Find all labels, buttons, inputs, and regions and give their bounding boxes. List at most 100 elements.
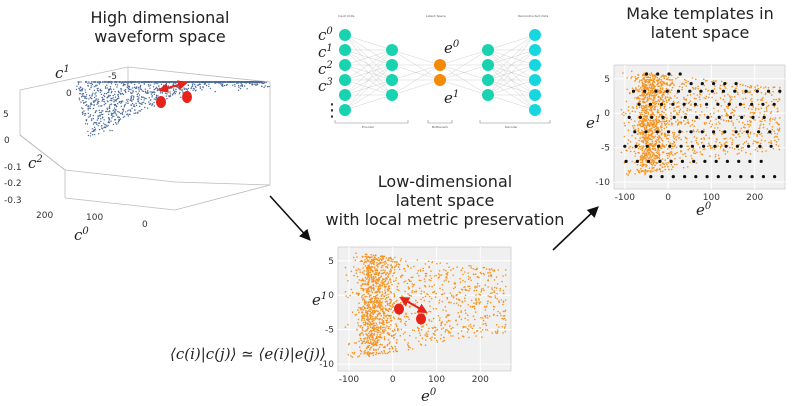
waveform-point — [220, 81, 223, 83]
latent-point — [714, 99, 717, 102]
waveform-point — [199, 86, 201, 88]
latent-point — [368, 306, 370, 309]
latent-point — [377, 352, 380, 355]
latent-point — [392, 305, 395, 308]
latent-point — [368, 344, 371, 347]
waveform-point — [147, 84, 150, 86]
latent-point — [461, 267, 464, 269]
latent-point — [375, 336, 378, 338]
latent-point — [373, 295, 375, 298]
c2-tick-neg0.2: -0.2 — [4, 179, 22, 189]
latent-point — [711, 123, 713, 126]
latent-point — [381, 352, 384, 355]
latent-point — [652, 135, 654, 138]
latent-point — [696, 141, 698, 144]
latent-point — [430, 270, 432, 272]
waveform-point — [103, 126, 105, 129]
latent-point — [371, 320, 374, 323]
latent-point — [732, 122, 734, 124]
latent-point — [357, 294, 360, 297]
waveform-point — [219, 83, 222, 85]
c2-tick-0: 0 — [4, 136, 10, 146]
waveform-point — [137, 100, 139, 102]
latent-point — [640, 131, 643, 134]
waveform-point — [95, 95, 97, 97]
latent-point — [355, 252, 357, 255]
latent-point — [702, 148, 704, 151]
waveform-point — [183, 87, 185, 89]
latent-point — [657, 127, 659, 129]
latent-point — [778, 148, 781, 151]
latent-point — [363, 270, 366, 272]
latent-point — [742, 126, 745, 128]
latent-point — [665, 82, 668, 85]
latent-point — [651, 164, 654, 166]
latent-point — [464, 297, 466, 300]
waveform-point — [192, 87, 195, 90]
latent-point — [776, 121, 778, 124]
latent-point — [440, 324, 442, 327]
latent-point — [360, 287, 362, 290]
waveform-point — [241, 85, 244, 88]
latent-point — [640, 125, 642, 128]
latent-point — [649, 92, 651, 95]
latent-point — [503, 292, 505, 295]
latent-point — [476, 267, 478, 270]
waveform-point — [96, 84, 98, 86]
latent-point — [665, 126, 668, 128]
waveform-point — [89, 114, 92, 116]
latent-point — [387, 290, 389, 292]
latent-point — [369, 306, 372, 309]
waveform-point — [98, 128, 101, 131]
waveform-point — [158, 87, 160, 90]
network-node — [434, 59, 446, 71]
waveform-point — [268, 85, 270, 88]
waveform-point — [93, 129, 95, 131]
latent-point — [695, 111, 697, 113]
latent-point — [742, 98, 744, 100]
latent-point — [422, 296, 424, 299]
latent-point — [382, 264, 384, 267]
latent-point — [435, 307, 438, 310]
latent-point — [484, 309, 487, 311]
latent-point — [475, 302, 477, 304]
latent-point — [367, 327, 370, 330]
latent-point — [693, 152, 695, 154]
latent-point — [677, 122, 680, 125]
latent-point — [753, 89, 756, 92]
latent-point — [456, 266, 459, 268]
latent-point — [364, 330, 367, 333]
latent-point — [465, 326, 467, 328]
latent-point — [379, 258, 382, 261]
waveform-point — [91, 134, 94, 136]
latent-point — [431, 336, 433, 339]
latent-point — [663, 91, 665, 94]
latent-point — [664, 103, 666, 105]
latent-point — [644, 149, 646, 151]
latent-point — [674, 163, 676, 166]
waveform-point — [138, 82, 140, 85]
latent-point — [345, 295, 348, 297]
latent-point — [640, 161, 642, 164]
waveform-point — [139, 88, 142, 90]
latent-point — [476, 285, 479, 287]
waveform-point — [159, 92, 162, 94]
latent-point — [761, 150, 764, 153]
latent-point — [443, 292, 446, 295]
latent-point — [480, 288, 483, 290]
latent-point — [375, 326, 378, 329]
latent-point — [674, 110, 676, 112]
latent-point — [658, 119, 660, 122]
c1-axis-label: c1 — [55, 64, 70, 82]
waveform-point — [112, 123, 115, 126]
latent-point — [764, 92, 767, 94]
waveform-point — [120, 105, 123, 108]
latent-point — [388, 308, 391, 311]
waveform-point — [178, 93, 181, 95]
network-node — [386, 59, 398, 71]
latent-point — [759, 112, 761, 114]
latent-point — [421, 337, 424, 340]
latent-point — [480, 291, 482, 293]
latent-point — [484, 284, 487, 286]
latent-point — [671, 124, 673, 126]
